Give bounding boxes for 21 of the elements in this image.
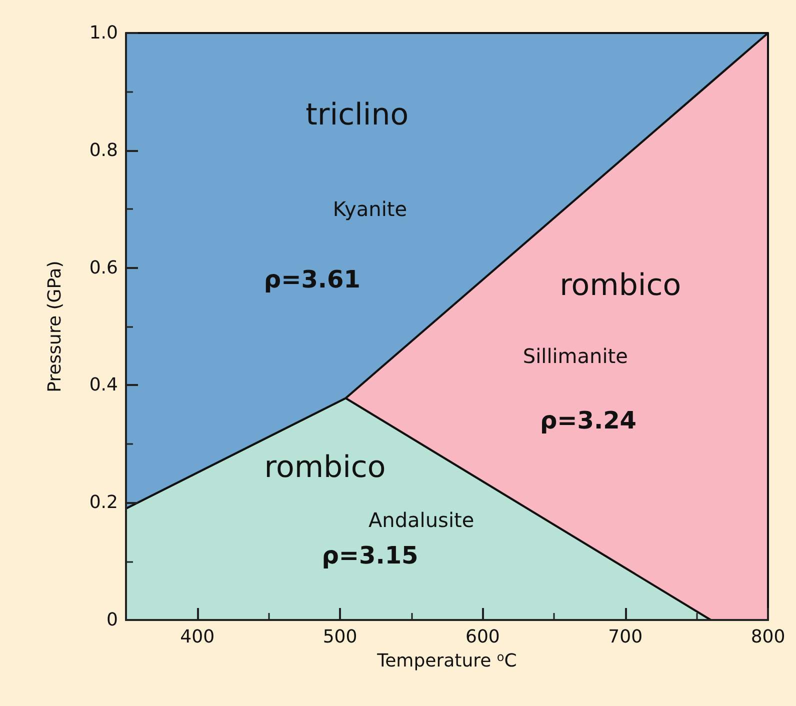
- annotation: Sillimanite: [522, 344, 628, 368]
- y-axis-title: Pressure (GPa): [44, 260, 66, 392]
- annotation: Kyanite: [332, 197, 408, 222]
- y-tick-label: 0.4: [89, 374, 118, 396]
- annotation: rombico: [560, 268, 682, 303]
- annotation: ρ=3.24: [540, 406, 636, 434]
- annotation: Andalusite: [368, 508, 474, 532]
- annotation: triclino: [306, 98, 409, 133]
- x-tick-label: 700: [608, 626, 643, 648]
- y-tick-label: 1.0: [89, 22, 118, 44]
- x-tick-label: 600: [465, 626, 500, 648]
- y-tick-label: 0: [106, 610, 118, 630]
- x-tick-label: 500: [322, 626, 358, 648]
- x-tick-label: 400: [180, 626, 215, 648]
- y-tick-label: 0.2: [89, 492, 118, 514]
- y-tick-label: 0.8: [89, 140, 118, 161]
- annotation: rombico: [264, 450, 386, 485]
- x-tick-label: 800: [750, 626, 786, 648]
- annotation: ρ=3.61: [264, 266, 360, 294]
- annotation: ρ=3.15: [322, 541, 418, 570]
- y-tick-label: 0.6: [89, 257, 118, 278]
